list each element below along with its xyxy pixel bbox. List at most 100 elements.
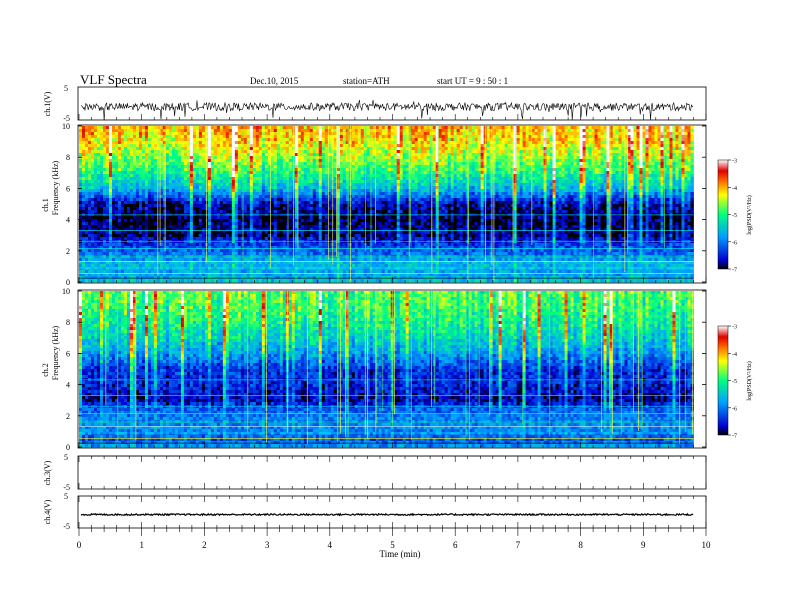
spectrogram-cell — [432, 171, 437, 175]
spectrogram-cell — [612, 129, 616, 133]
spectrogram-cell — [615, 132, 619, 136]
spectrogram-cell — [258, 129, 263, 133]
spectrogram-cell — [465, 156, 470, 160]
spectrogram-cell — [468, 144, 473, 148]
spectrogram-cell — [147, 168, 152, 172]
spectrogram-cell — [606, 132, 610, 136]
spectrogram-cell — [633, 183, 637, 187]
spectrogram-cell — [399, 186, 404, 190]
spectrogram-cell — [243, 126, 248, 130]
spectrogram-cell — [309, 153, 314, 157]
spectrogram-cell — [519, 156, 524, 160]
spectrogram-cell — [636, 138, 640, 142]
spectrogram-cell — [96, 138, 101, 142]
spectrogram-cell — [318, 147, 323, 151]
spectrogram-cell — [180, 177, 185, 181]
spectrogram-cell — [150, 165, 155, 169]
spectrogram-cell — [636, 150, 640, 154]
spectrogram-cell — [600, 189, 604, 193]
spectrogram-cell — [600, 174, 604, 178]
spectrogram-cell — [147, 156, 152, 160]
spectrogram-cell — [462, 147, 467, 151]
spectrogram-cell — [150, 162, 155, 166]
spectrogram-cell — [390, 138, 395, 142]
spectrogram-cell — [420, 132, 425, 136]
spectrogram-cell — [396, 153, 401, 157]
spectrogram-cell — [82, 195, 86, 199]
spectrogram-cell — [645, 132, 649, 136]
spectrogram-cell — [186, 165, 191, 169]
spectrogram-cell — [228, 150, 233, 154]
spectrogram-cell — [624, 168, 628, 172]
spectrogram-cell — [405, 138, 410, 142]
spectrogram-cell — [471, 186, 476, 190]
spectrogram-cell — [105, 186, 110, 190]
spectrogram-cell — [285, 189, 290, 193]
spectrogram-cell — [159, 168, 164, 172]
spectrogram-cell — [594, 132, 598, 136]
spectrogram-cell — [552, 171, 556, 175]
spectrogram-cell — [636, 183, 640, 187]
spectrogram-cell — [237, 192, 242, 196]
spectrogram-cell — [567, 135, 571, 139]
spectrogram-cell — [165, 180, 170, 184]
spectrogram-cell — [156, 126, 161, 130]
spectrogram-cell — [102, 141, 107, 145]
spectrogram-cell — [606, 135, 610, 139]
spectrogram-cell — [624, 180, 628, 184]
spectrogram-cell — [82, 192, 86, 196]
spectrogram-cell — [294, 129, 299, 133]
spectrogram-cell — [99, 180, 104, 184]
spectrogram-cell — [210, 165, 215, 169]
spectrogram-cell — [237, 138, 242, 142]
spectrogram-cell — [513, 180, 518, 184]
spectrogram-cell — [453, 177, 458, 181]
spectrogram-cell — [300, 159, 305, 163]
spectrogram-cell — [222, 171, 227, 175]
ch1-spectrogram-image — [79, 126, 694, 283]
spectrogram-cell — [690, 180, 694, 184]
spectrogram-cell — [234, 180, 239, 184]
spectrogram-cell — [654, 183, 658, 187]
spectrogram-cell — [210, 126, 215, 130]
spectrogram-cell — [468, 141, 473, 145]
spectrogram-cell — [243, 168, 248, 172]
spectrogram-cell — [366, 144, 371, 148]
spectrogram-cell — [306, 165, 311, 169]
spectrogram-cell — [79, 144, 83, 148]
spectrogram-cell — [108, 129, 113, 133]
spectrogram-cell — [570, 195, 574, 199]
spectrogram-cell — [222, 135, 227, 139]
spectrogram-cell — [570, 150, 574, 154]
spectrogram-cell — [96, 150, 101, 154]
spectrogram-cell — [354, 168, 359, 172]
spectrogram-cell — [156, 153, 161, 157]
spectrogram-cell — [378, 192, 383, 196]
spectrogram-cell — [546, 177, 550, 181]
spectrogram-cell — [624, 156, 628, 160]
spectrogram-cell — [249, 159, 254, 163]
spectrogram-cell — [300, 165, 305, 169]
spectrogram-cell — [357, 129, 362, 133]
spectrogram-cell — [444, 174, 449, 178]
spectrogram-cell — [324, 138, 329, 142]
spectrogram-cell — [114, 156, 119, 160]
spectrogram-cell — [300, 147, 305, 151]
spectrogram-cell — [600, 177, 604, 181]
spectrogram-cell — [537, 132, 541, 136]
spectrogram-cell — [444, 126, 449, 130]
spectrogram-cell — [594, 138, 598, 142]
spectrogram-cell — [618, 186, 622, 190]
spectrogram-cell — [471, 180, 476, 184]
spectrogram-cell — [438, 189, 443, 193]
spectrogram-cell — [657, 189, 661, 193]
spectrogram-cell — [456, 132, 461, 136]
spectrogram-cell — [606, 144, 610, 148]
spectrogram-cell — [177, 126, 182, 130]
spectrogram-cell — [384, 177, 389, 181]
spectrogram-cell — [174, 171, 179, 175]
spectrogram-cell — [678, 195, 682, 199]
spectrogram-cell — [474, 153, 479, 157]
spectrogram-cell — [132, 174, 137, 178]
spectrogram-cell — [678, 174, 682, 178]
